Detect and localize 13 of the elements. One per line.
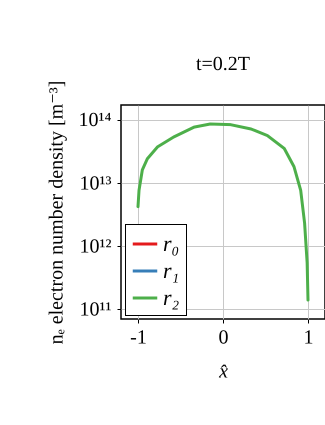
x-tick-label: -1 [130,326,147,348]
chart-title: t=0.2T [196,53,250,76]
legend-label: r₀ [163,231,180,256]
x-axis-title: x̂ [218,360,228,382]
y-tick-label: 10¹³ [80,172,112,194]
x-tick-label: 0 [218,326,228,348]
x-tick-label: 1 [304,326,314,348]
legend-label: r₂ [163,285,180,310]
y-tick-label: 10¹² [80,235,112,258]
legend-label: r₁ [163,258,180,283]
y-axis-title: nₑ electron number density [m⁻³] [46,80,68,344]
y-tick-label: 10¹¹ [80,298,112,321]
y-tick-label: 10¹⁴ [78,109,112,132]
